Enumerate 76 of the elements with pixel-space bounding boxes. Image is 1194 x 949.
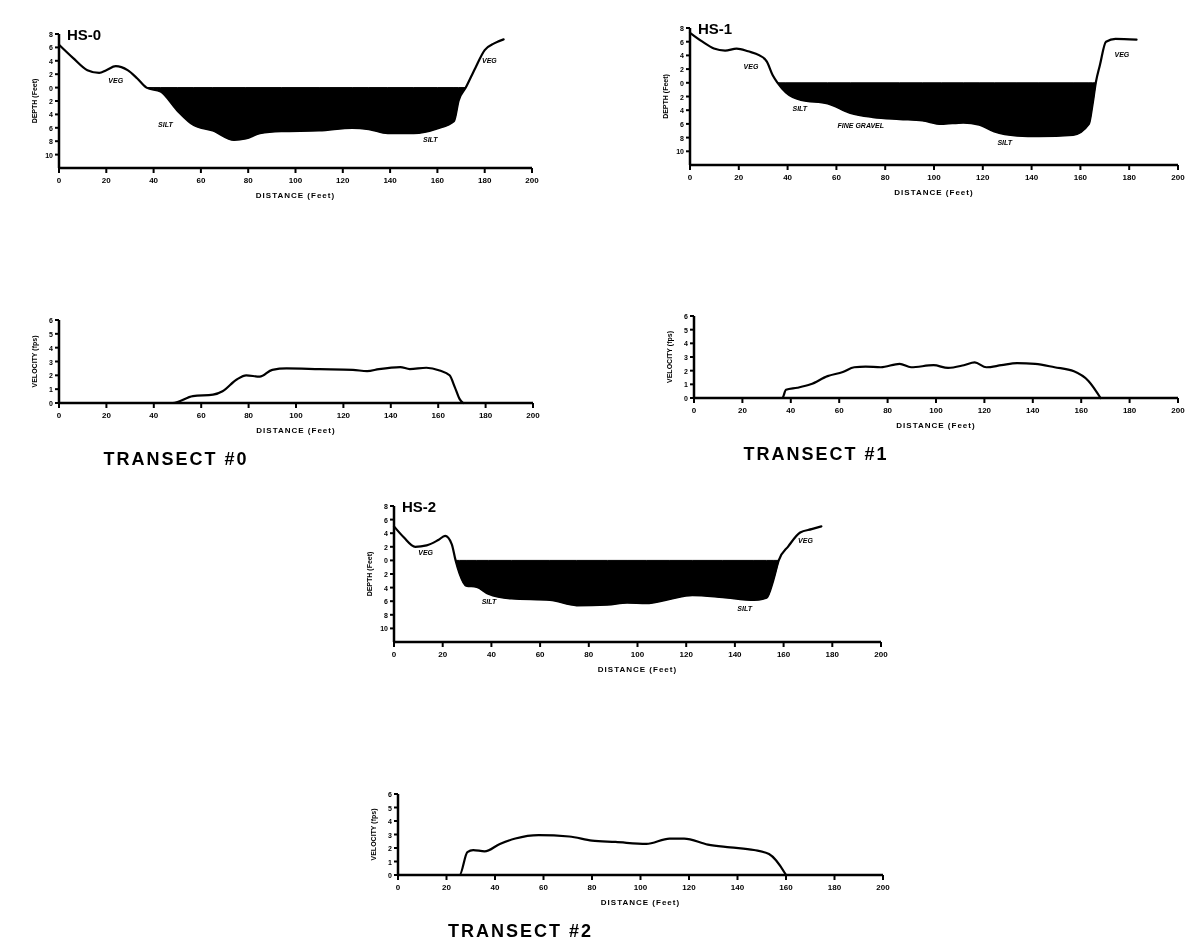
x-tick-label: 140 bbox=[730, 883, 745, 892]
x-tick-label: 180 bbox=[1122, 406, 1137, 415]
chart-title: HS-2 bbox=[402, 498, 437, 515]
x-tick-label: 200 bbox=[526, 411, 541, 420]
x-tick-label: 160 bbox=[1074, 406, 1089, 415]
x-tick-label: 140 bbox=[728, 650, 743, 659]
x-tick-label: 120 bbox=[679, 650, 694, 659]
x-tick-label: 120 bbox=[336, 176, 351, 185]
x-tick-label: 200 bbox=[1171, 173, 1186, 182]
x-tick-label: 180 bbox=[827, 883, 842, 892]
x-tick-label: 40 bbox=[149, 411, 159, 420]
x-tick-label: 0 bbox=[56, 176, 62, 185]
x-tick-label: 60 bbox=[535, 650, 546, 659]
x-tick-label: 180 bbox=[478, 411, 493, 420]
x-tick-label: 100 bbox=[929, 406, 944, 415]
x-tick-label: 180 bbox=[825, 650, 840, 659]
x-tick-label: 160 bbox=[779, 883, 794, 892]
x-axis-title: DISTANCE (Feet) bbox=[255, 191, 336, 200]
x-tick-label: 40 bbox=[149, 176, 159, 185]
x-tick-label: 160 bbox=[430, 176, 445, 185]
chart-title: HS-1 bbox=[698, 20, 733, 37]
x-tick-label: 0 bbox=[56, 411, 62, 420]
x-tick-label: 160 bbox=[1073, 173, 1088, 182]
text: TRANSECT #0 bbox=[103, 449, 249, 469]
x-tick-label: 80 bbox=[880, 173, 891, 182]
x-tick-label: 80 bbox=[244, 411, 254, 420]
x-tick-label: 100 bbox=[927, 173, 942, 182]
x-tick-label: 20 bbox=[101, 411, 112, 420]
x-tick-label: 20 bbox=[442, 883, 452, 892]
x-tick-label: 20 bbox=[734, 173, 744, 182]
x-tick-label: 80 bbox=[243, 176, 254, 185]
x-tick-label: 80 bbox=[883, 406, 893, 415]
x-tick-label: 40 bbox=[490, 883, 500, 892]
x-axis-title: DISTANCE (Feet) bbox=[896, 421, 976, 430]
chart-title: HS-0 bbox=[67, 26, 102, 43]
x-tick-label: 160 bbox=[776, 650, 791, 659]
x-tick-label: 100 bbox=[288, 176, 303, 185]
x-tick-label: 100 bbox=[630, 650, 645, 659]
x-tick-label: 180 bbox=[1122, 173, 1137, 182]
x-tick-label: 60 bbox=[539, 883, 549, 892]
x-tick-label: 120 bbox=[336, 411, 351, 420]
x-tick-label: 160 bbox=[431, 411, 446, 420]
x-tick-label: 80 bbox=[584, 650, 594, 659]
x-tick-label: 140 bbox=[1026, 406, 1041, 415]
x-axis-title: DISTANCE (Feet) bbox=[600, 898, 681, 907]
x-tick-label: 180 bbox=[478, 176, 492, 185]
x-tick-label: 120 bbox=[977, 406, 992, 415]
x-tick-label: 140 bbox=[1024, 173, 1039, 182]
x-tick-label: 100 bbox=[633, 883, 648, 892]
x-axis-title: DISTANCE (Feet) bbox=[597, 665, 678, 674]
x-tick-label: 0 bbox=[691, 406, 697, 415]
x-tick-label: 40 bbox=[486, 650, 497, 659]
x-tick-label: 20 bbox=[737, 406, 748, 415]
x-tick-label: 20 bbox=[438, 650, 448, 659]
x-tick-label: 20 bbox=[101, 176, 112, 185]
x-tick-label: 0 bbox=[395, 883, 401, 892]
x-tick-label: 60 bbox=[196, 411, 207, 420]
x-tick-label: 200 bbox=[874, 650, 889, 659]
x-tick-label: 200 bbox=[525, 176, 540, 185]
x-tick-label: 140 bbox=[383, 176, 398, 185]
x-tick-label: 200 bbox=[876, 883, 891, 892]
x-axis-title: DISTANCE (Feet) bbox=[256, 426, 336, 435]
x-tick-label: 60 bbox=[834, 406, 845, 415]
x-tick-label: 80 bbox=[587, 883, 597, 892]
x-tick-label: 40 bbox=[783, 173, 793, 182]
x-tick-label: 200 bbox=[1171, 406, 1186, 415]
x-tick-label: 120 bbox=[976, 173, 991, 182]
x-tick-label: 120 bbox=[682, 883, 697, 892]
x-tick-label: 40 bbox=[786, 406, 796, 415]
x-tick-label: 60 bbox=[196, 176, 206, 185]
x-axis-title: DISTANCE (Feet) bbox=[894, 188, 974, 197]
x-tick-label: 60 bbox=[831, 173, 842, 182]
x-tick-label: 100 bbox=[289, 411, 304, 420]
text: TRANSECT #2 bbox=[447, 921, 594, 941]
x-tick-label: 140 bbox=[384, 411, 399, 420]
text: TRANSECT #1 bbox=[743, 444, 889, 464]
